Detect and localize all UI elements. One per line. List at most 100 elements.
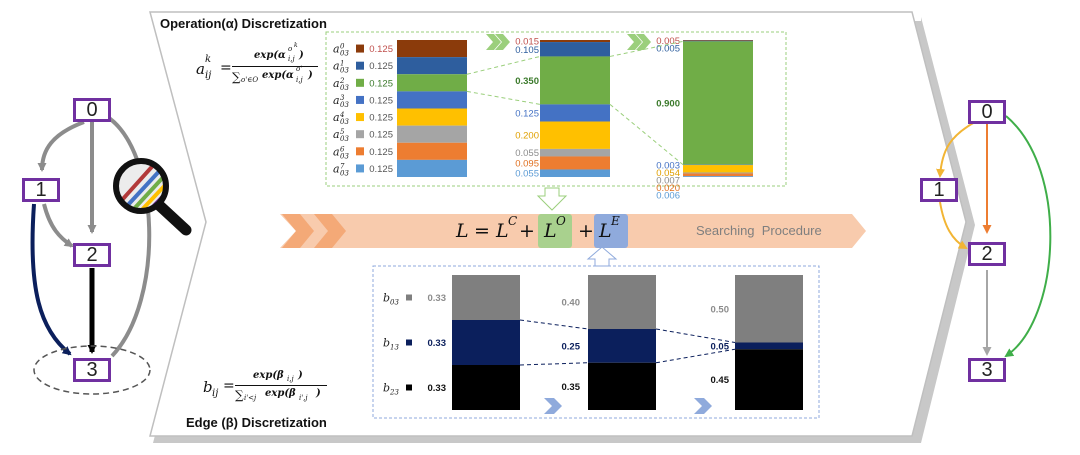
edge-label-1-1: 0.25 [562,341,581,352]
edge-formula: b ij = exp(β i,j ) ∑ i'<j exp(β i',j ) [203,370,333,412]
op-bar-seg-2-4 [683,165,753,173]
op-label-2-3: 0.003 [656,160,680,171]
op-label-1-6: 0.095 [515,158,539,169]
edge-label-0-0: 0.33 [428,293,447,304]
loss-LC: L [496,220,509,242]
op-legend-label-0: a [333,43,340,56]
op-legend-sup-0: 0 [340,43,345,51]
op-bar-seg-0-0 [397,40,467,58]
op-bar-seg-0-1 [397,57,467,75]
op-connector-bottom-0 [466,90,541,105]
op-bar-seg-2-3 [683,164,753,166]
edge-0-to-1 [37,120,85,172]
left-graph [30,114,152,395]
op-legend-sup-6: 6 [340,145,345,153]
op-legend-label-2: a [333,77,340,90]
edge-connector-top-1 [655,328,736,343]
formula-a-sub: ij [205,70,212,81]
edge-legend-sub-0: 03 [390,299,399,307]
op-legend-sup-5: 5 [340,128,345,136]
op-legend-sub-6: 03 [340,152,349,160]
edge-1-to-3 [30,203,72,356]
op-bar-seg-1-2 [540,56,610,105]
op-label-0-2: 0.125 [369,78,393,89]
op-legend-label-3: a [333,94,340,107]
op-legend-sup-1: 1 [340,60,344,68]
op-label-1-0: 0.015 [515,37,539,48]
edge-connector-top-0 [519,319,589,330]
edge-legend-swatch-2 [406,384,412,391]
edge-label-2-0: 0.50 [711,304,730,315]
op-legend-sup-4: 4 [339,111,344,119]
edge-1-to-2 [42,203,74,248]
op-legend-swatch-2 [356,78,364,87]
edge-0-to-3-final [1004,115,1052,358]
op-label-2-0: 0.005 [656,36,680,47]
searching-arrow-band [280,214,866,248]
edge-label-1-2: 0.35 [562,382,581,393]
op-bar-seg-0-2 [397,74,467,92]
op-label-0-3: 0.125 [369,95,393,106]
loss-equation: L = L C + L O + L E [456,214,636,248]
left-node-3: 3 [73,358,111,382]
op-label-0-1: 0.125 [369,61,393,72]
edge-label-2-2: 0.45 [711,375,730,386]
edge-legend-swatch-0 [406,294,412,301]
edge-connector-bottom-1 [655,348,736,364]
op-bar-seg-2-0 [683,40,753,41]
op-legend-sub-3: 03 [340,101,349,109]
edge-step-chevron-1 [544,398,562,414]
left-node-0: 0 [73,98,111,122]
operation-panel-box [325,31,787,187]
edge-legend-label-2: b [383,382,390,395]
formula-a-sup: k [205,54,212,65]
op-bar-seg-2-5 [683,172,753,174]
edge-0-to-3 [104,114,152,358]
op-bar-seg-2-1 [683,40,753,42]
edge-bar-seg-2-0 [735,275,803,343]
formula-a-den: ∑ [232,70,241,84]
op-label-2-4: 0.054 [656,168,680,179]
op-bar-seg-2-6 [683,173,753,177]
searching-procedure-label: Searching Procedure [696,223,822,238]
op-bar-seg-1-0 [540,40,610,43]
edge-label-0-1: 0.33 [428,338,447,349]
op-legend-sub-4: 03 [340,118,349,126]
op-bar-seg-0-7 [397,159,467,177]
op-legend-swatch-4 [356,113,364,122]
op-to-band-arrow [536,187,568,211]
edge-step-chevron-2 [694,398,712,414]
formula-b-lhs: b [203,378,213,396]
edge-label-2-1: 0.05 [711,341,730,352]
op-bar-seg-1-1 [540,42,610,57]
right-node-1: 1 [920,178,958,202]
edge-legend-label-1: b [383,337,390,350]
op-legend-swatch-5 [356,130,364,139]
op-label-2-7: 0.006 [656,190,680,201]
magnifier-icon [113,158,192,236]
target-node-highlight [33,345,151,395]
op-legend-sub-7: 03 [340,169,349,177]
edge-legend: b 03b 13b 23 [383,292,412,397]
right-node-0: 0 [968,100,1006,124]
edge-bar-seg-0-1 [452,320,520,365]
op-legend-sub-2: 03 [340,84,349,92]
op-bar-seg-1-3 [540,104,610,122]
edge-legend-swatch-1 [406,339,412,346]
op-label-0-6: 0.125 [369,147,393,158]
op-step-chevron-2 [495,34,510,50]
edge-legend-sub-1: 13 [390,344,399,352]
edge-bars: 0.33 0.33 0.33 0.40 0.25 0.35 0.50 0.05 0.45 [428,275,803,410]
op-legend-label-7: a [333,162,340,175]
op-label-0-5: 0.125 [369,130,393,141]
formula-a-lhs: a [196,60,205,78]
op-step-chevron-4 [636,34,651,50]
op-legend-sup-7: 7 [340,162,345,170]
op-label-0-0: 0.125 [369,44,393,55]
op-legend-sup-3: 3 [340,94,345,102]
op-bar-seg-2-2 [683,41,753,165]
edge-label-1-0: 0.40 [562,298,581,309]
op-connector-bottom-1 [609,104,684,166]
op-bar-seg-0-6 [397,142,467,160]
